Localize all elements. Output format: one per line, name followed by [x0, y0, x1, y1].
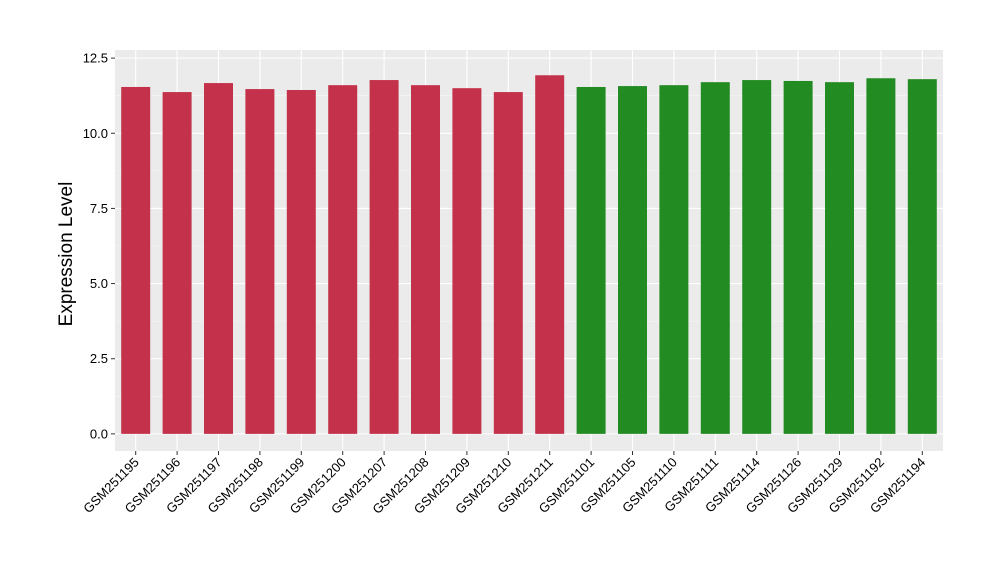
bar-GSM251210	[493, 92, 523, 434]
x-axis: GSM251195GSM251196GSM251197GSM251198GSM2…	[80, 451, 928, 517]
bar-GSM251192	[866, 78, 896, 434]
bar-GSM251199	[286, 89, 316, 434]
y-tick-label: 2.5	[90, 351, 108, 366]
bar-GSM251198	[245, 89, 275, 434]
y-axis-label: Expression Level	[56, 182, 77, 327]
plot-panel	[115, 50, 943, 451]
bar-GSM251111	[700, 82, 730, 434]
y-tick-label: 7.5	[90, 201, 108, 216]
bar-GSM251129	[825, 82, 854, 434]
bar-GSM251197	[204, 83, 233, 434]
bar-GSM251194	[907, 79, 937, 434]
bar-GSM251208	[411, 85, 440, 434]
y-tick-label: 10.0	[83, 126, 108, 141]
bar-GSM251195	[121, 86, 151, 434]
y-tick-label: 5.0	[90, 276, 108, 291]
bar-GSM251101	[576, 86, 606, 434]
bar-GSM251126	[783, 80, 813, 434]
y-tick-label: 12.5	[83, 51, 108, 66]
bar-GSM251207	[369, 80, 399, 434]
bar-GSM251114	[742, 80, 772, 434]
y-tick-label: 0.0	[90, 426, 108, 441]
bar-GSM251196	[162, 92, 192, 434]
bar-GSM251211	[535, 75, 565, 434]
bar-GSM251200	[328, 85, 358, 434]
bar-GSM251110	[659, 85, 689, 434]
bar-GSM251105	[618, 86, 647, 434]
y-axis: 0.0 2.5 5.0 7.5 10.0 12.5	[83, 51, 115, 441]
bars	[121, 75, 937, 434]
bar-GSM251209	[452, 88, 482, 434]
